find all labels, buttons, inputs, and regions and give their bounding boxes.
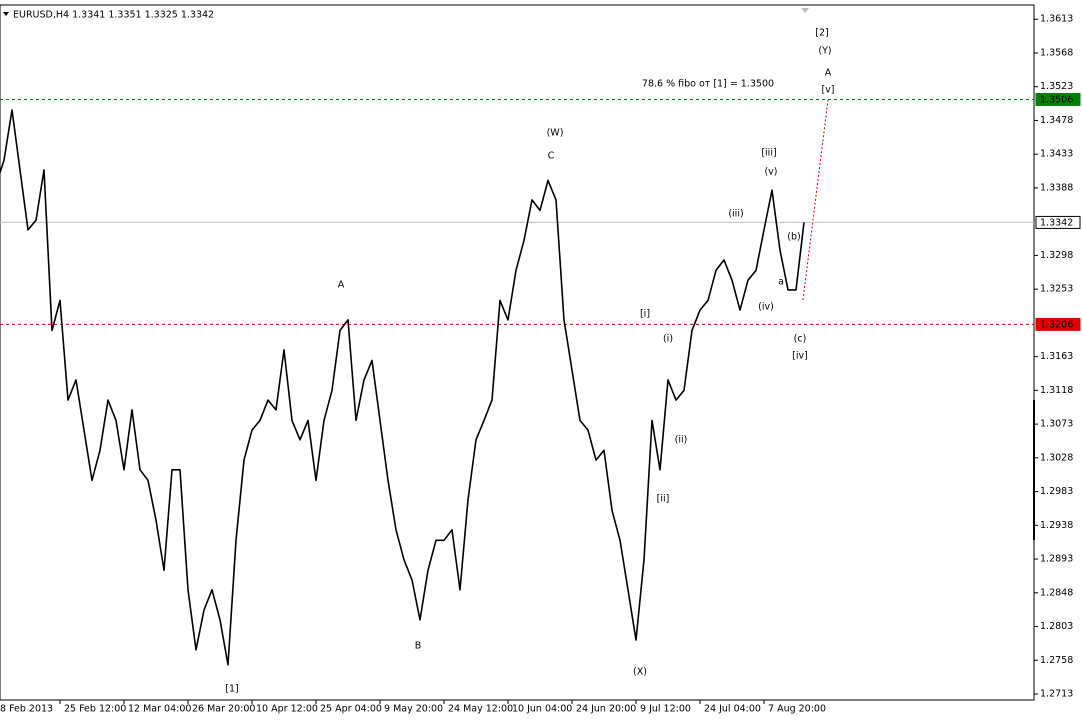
x-tick-label: 12 Mar 04:00 <box>128 704 191 715</box>
y-tick-label: 1.3613 <box>1040 14 1073 25</box>
y-tick-label: 1.2893 <box>1040 554 1073 565</box>
wave-label: [ii] <box>657 494 670 505</box>
wave-label: (b) <box>787 232 800 243</box>
x-tick-label: 10 Jun 04:00 <box>512 704 572 715</box>
y-tick-label: 1.3388 <box>1040 182 1073 193</box>
y-tick-label: 1.2938 <box>1040 520 1073 531</box>
wave-label: [iv] <box>792 351 808 362</box>
x-tick-label: 25 Feb 12:00 <box>64 704 126 715</box>
y-tick-label: 1.2803 <box>1040 621 1073 632</box>
wave-label: [i] <box>640 309 650 320</box>
y-tick-label: 1.3073 <box>1040 419 1073 430</box>
wave-label: (Y) <box>818 46 831 57</box>
y-tick-label: 1.3118 <box>1040 385 1073 396</box>
wave-label: [1] <box>225 684 238 695</box>
wave-label: C <box>548 151 555 162</box>
price-tag-label: 1.3506 <box>1040 94 1073 105</box>
y-tick-label: 1.3568 <box>1040 47 1073 58</box>
x-tick-label: 7 Aug 20:00 <box>768 704 826 715</box>
wave-label: 78.6 % fibo от [1] = 1.3500 <box>642 79 774 90</box>
y-tick-label: 1.3478 <box>1040 115 1073 126</box>
wave-label: a <box>778 277 784 288</box>
x-tick-label: 24 Jul 04:00 <box>704 704 761 715</box>
x-tick-label: 9 Jul 12:00 <box>640 704 691 715</box>
menu-arrow[interactable] <box>3 12 9 16</box>
wave-label: (iv) <box>758 302 774 313</box>
wave-label: (i) <box>663 334 673 345</box>
wave-label: (c) <box>794 334 807 345</box>
x-tick-label: 9 May 20:00 <box>384 704 443 715</box>
x-tick-label: 8 Feb 2013 <box>0 704 53 715</box>
y-tick-label: 1.3523 <box>1040 81 1073 92</box>
price-tag-label: 1.3206 <box>1040 319 1073 330</box>
chart-title: EURUSD,H4 1.3341 1.3351 1.3325 1.3342 <box>13 10 214 21</box>
forecast-line <box>802 99 829 301</box>
y-tick-label: 1.2848 <box>1040 587 1073 598</box>
wave-label: B <box>415 641 422 652</box>
price-tag <box>1035 215 1081 229</box>
wave-label: (v) <box>764 167 777 178</box>
wave-label: (X) <box>633 667 647 678</box>
wave-label: A <box>825 68 832 79</box>
x-tick-label: 25 Apr 04:00 <box>320 704 382 715</box>
wave-label: [iii] <box>761 148 776 159</box>
wave-label: [2] <box>815 28 828 39</box>
wave-label: (W) <box>547 128 564 139</box>
price-line <box>0 109 805 666</box>
wave-label: (ii) <box>675 435 688 446</box>
y-tick-label: 1.3433 <box>1040 149 1073 160</box>
y-tick-label: 1.3298 <box>1040 250 1073 261</box>
x-tick-label: 24 May 12:00 <box>448 704 513 715</box>
price-tag <box>1035 92 1081 106</box>
y-tick-label: 1.3028 <box>1040 452 1073 463</box>
y-tick-label: 1.2713 <box>1040 689 1073 700</box>
price-tag <box>1035 317 1081 331</box>
x-tick-label: 26 Mar 20:00 <box>192 704 255 715</box>
y-tick-label: 1.3163 <box>1040 351 1073 362</box>
shift-marker <box>801 8 809 13</box>
wave-label: (iii) <box>728 209 743 220</box>
plot-frame <box>0 4 1035 701</box>
y-tick-label: 1.2983 <box>1040 486 1073 497</box>
wave-label: A <box>338 280 345 291</box>
x-tick-label: 10 Apr 12:00 <box>256 704 318 715</box>
wave-label: [v] <box>821 85 834 96</box>
y-tick-label: 1.3253 <box>1040 284 1073 295</box>
plot-area <box>0 98 1034 666</box>
x-tick-label: 24 Jun 20:00 <box>576 704 636 715</box>
y-tick-label: 1.2758 <box>1040 655 1073 666</box>
price-tag-label: 1.3342 <box>1040 217 1073 228</box>
